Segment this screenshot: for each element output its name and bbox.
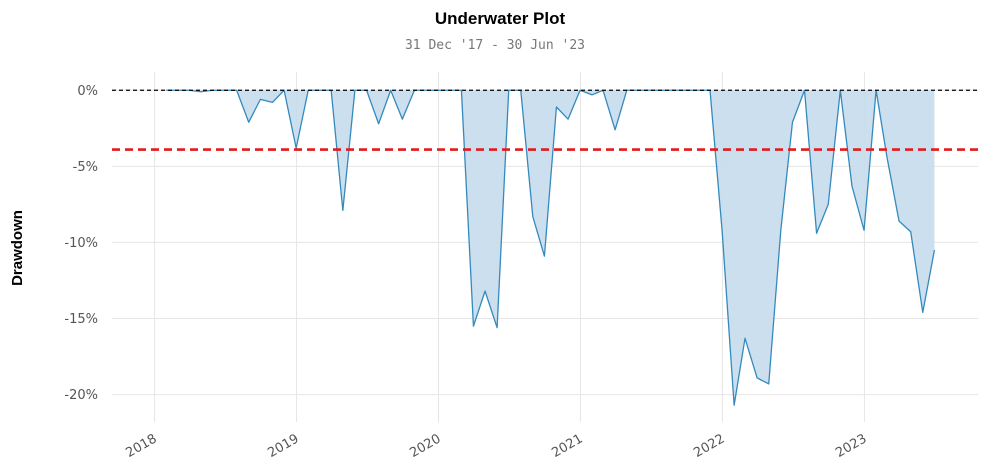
data-point-19 xyxy=(390,90,391,91)
data-point-15 xyxy=(342,210,343,211)
data-point-56 xyxy=(828,204,829,205)
y-tick-label-0: 0% xyxy=(77,84,98,99)
drawdown-line xyxy=(166,89,936,406)
data-point-42 xyxy=(662,90,663,91)
data-point-32 xyxy=(544,256,545,257)
data-point-59 xyxy=(863,230,864,231)
data-point-38 xyxy=(615,129,616,130)
data-point-50 xyxy=(756,377,757,378)
data-point-36 xyxy=(592,94,593,95)
data-point-22 xyxy=(425,90,426,91)
x-tick-label-3: 2021 xyxy=(549,431,585,461)
data-point-3 xyxy=(200,91,201,92)
data-point-63 xyxy=(910,231,911,232)
data-point-58 xyxy=(851,186,852,187)
chart-subtitle: 31 Dec '17 - 30 Jun '23 xyxy=(405,38,585,53)
data-point-8 xyxy=(260,99,261,100)
data-point-41 xyxy=(650,90,651,91)
data-point-34 xyxy=(567,119,568,120)
data-point-27 xyxy=(484,291,485,292)
data-point-35 xyxy=(580,90,581,91)
x-axis-ticks: 2018 2019 2020 2021 2022 2023 xyxy=(123,431,869,461)
data-point-7 xyxy=(248,122,249,123)
data-point-48 xyxy=(734,405,735,406)
x-tick-label-2: 2020 xyxy=(407,431,443,461)
x-tick-label-4: 2022 xyxy=(691,431,727,461)
data-point-0 xyxy=(166,90,167,91)
data-point-29 xyxy=(508,90,509,91)
x-tick-label-5: 2023 xyxy=(833,431,869,461)
data-point-25 xyxy=(461,90,462,91)
drawdown-area xyxy=(166,90,935,406)
data-point-18 xyxy=(378,123,379,124)
chart-title: Underwater Plot xyxy=(435,9,566,28)
data-point-49 xyxy=(744,338,745,339)
data-point-6 xyxy=(236,90,237,91)
data-point-64 xyxy=(922,312,923,313)
data-point-33 xyxy=(556,106,557,107)
data-point-65 xyxy=(934,249,935,250)
data-point-61 xyxy=(886,157,887,158)
data-point-47 xyxy=(721,230,722,231)
data-point-53 xyxy=(792,122,793,123)
y-axis-label: Drawdown xyxy=(9,210,26,286)
y-tick-label-3: -15% xyxy=(64,312,98,327)
y-tick-label-2: -10% xyxy=(64,236,98,251)
x-tick-label-1: 2019 xyxy=(265,431,301,461)
data-point-9 xyxy=(272,102,273,103)
data-point-54 xyxy=(804,90,805,91)
data-point-52 xyxy=(780,230,781,231)
data-point-16 xyxy=(354,90,355,91)
data-point-45 xyxy=(698,90,699,91)
x-tick-label-0: 2018 xyxy=(123,431,159,461)
data-point-62 xyxy=(898,221,899,222)
data-point-31 xyxy=(532,216,533,217)
reference-lines xyxy=(112,89,978,151)
y-tick-label-1: -5% xyxy=(73,160,98,175)
drawdown-series xyxy=(166,89,936,406)
data-point-20 xyxy=(402,119,403,120)
y-axis-ticks: 0% -5% -10% -15% -20% xyxy=(64,84,98,403)
data-point-51 xyxy=(768,383,769,384)
y-tick-label-4: -20% xyxy=(64,388,98,403)
data-point-28 xyxy=(497,327,498,328)
data-point-26 xyxy=(473,326,474,327)
data-point-55 xyxy=(816,233,817,234)
